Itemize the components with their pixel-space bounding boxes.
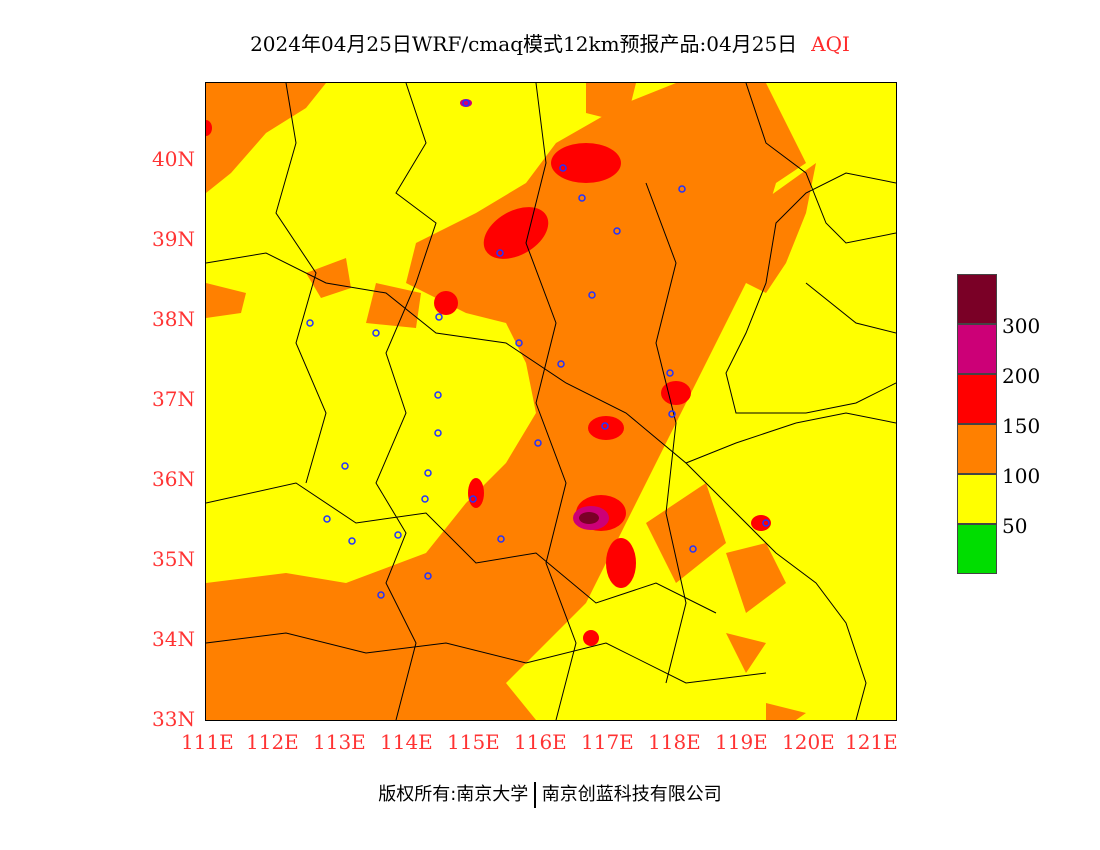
- y-tick-label: 36N: [152, 467, 195, 491]
- x-tick-label: 120E: [782, 730, 835, 754]
- aqi-map[interactable]: [205, 82, 897, 721]
- x-tick-label: 112E: [246, 730, 299, 754]
- y-tick-label: 39N: [152, 227, 195, 251]
- legend-swatch-100-150: [957, 424, 997, 474]
- legend-label: 150: [1002, 414, 1041, 438]
- legend-swatch-0-50: [957, 524, 997, 574]
- aqi-field-svg: [206, 83, 896, 720]
- x-tick-label: 121E: [845, 730, 898, 754]
- x-tick-label: 117E: [581, 730, 634, 754]
- y-tick-label: 35N: [152, 547, 195, 571]
- city-markers: [306, 99, 770, 599]
- legend-label: 100: [1002, 464, 1041, 488]
- y-tick-label: 40N: [152, 147, 195, 171]
- x-tick-label: 116E: [514, 730, 567, 754]
- legend-swatch-200-300: [957, 324, 997, 374]
- y-tick-label: 34N: [152, 627, 195, 651]
- admin-boundaries: [206, 83, 896, 720]
- copyright-footer: 版权所有:南京大学 南京创蓝科技有限公司: [0, 780, 1100, 808]
- copyright-left: 版权所有:南京大学: [378, 784, 529, 805]
- legend-swatch-150-200: [957, 374, 997, 424]
- aqi-band-100-150: [206, 83, 816, 720]
- y-tick-label: 38N: [152, 307, 195, 331]
- variable-label: AQI: [811, 32, 850, 56]
- legend-label: 300: [1002, 314, 1041, 338]
- x-tick-label: 113E: [313, 730, 366, 754]
- legend-swatch-300-plus: [957, 274, 997, 324]
- copyright-right: 南京创蓝科技有限公司: [541, 784, 722, 805]
- x-tick-label: 114E: [380, 730, 433, 754]
- y-tick-label: 37N: [152, 387, 195, 411]
- legend-swatch-50-100: [957, 474, 997, 524]
- footer-divider: [534, 782, 536, 808]
- x-tick-label: 119E: [715, 730, 768, 754]
- legend-label: 200: [1002, 364, 1041, 388]
- legend-label: 50: [1002, 514, 1028, 538]
- x-tick-label: 115E: [447, 730, 500, 754]
- coastline: [725, 172, 896, 414]
- y-tick-label: 33N: [152, 707, 195, 731]
- title-text: 2024年04月25日WRF/cmaq模式12km预报产品:04月25日: [250, 32, 798, 56]
- aqi-band-300-plus: [579, 512, 599, 524]
- x-tick-label: 111E: [181, 730, 234, 754]
- map-title: 2024年04月25日WRF/cmaq模式12km预报产品:04月25日 AQI: [0, 28, 1100, 57]
- x-tick-label: 118E: [648, 730, 701, 754]
